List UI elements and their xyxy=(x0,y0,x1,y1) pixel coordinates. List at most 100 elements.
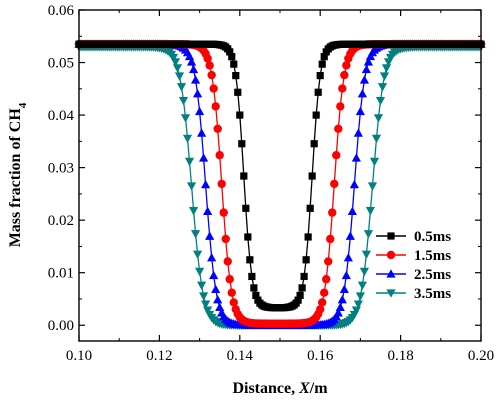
y-axis-title-sub: 4 xyxy=(17,102,29,108)
marker-triangle-up xyxy=(357,89,368,98)
marker-circle xyxy=(217,179,226,189)
marker-triangle-down xyxy=(377,83,388,92)
marker-circle xyxy=(219,208,228,217)
marker-triangle-up xyxy=(192,89,203,98)
x-axis-title-italic: X xyxy=(298,380,310,397)
ticks-layer: 0.10 0.12 0.14 0.16 0.18 0.20 0.00 0.01 0.02 0.03… xyxy=(48,3,494,364)
marker-triangle-up xyxy=(353,128,363,137)
marker-triangle-down xyxy=(199,292,209,301)
marker-triangle-up xyxy=(209,270,219,280)
marker-square xyxy=(248,272,256,281)
marker-triangle-up xyxy=(197,128,207,137)
marker-circle xyxy=(328,208,337,217)
y-tick-label: 0.06 xyxy=(48,3,75,19)
marker-triangle-up xyxy=(188,64,199,74)
marker-circle xyxy=(326,234,335,244)
marker-triangle-down xyxy=(172,64,183,73)
y-tick-label: 0.00 xyxy=(48,318,74,334)
y-tick-label: 0.05 xyxy=(48,56,74,72)
marker-triangle-up xyxy=(211,284,221,293)
marker-circle xyxy=(211,102,220,111)
marker-triangle-down xyxy=(375,97,386,106)
marker-circle xyxy=(386,250,396,260)
marker-square xyxy=(320,53,328,61)
legend-item: 0.5ms xyxy=(376,229,451,245)
marker-triangle-down xyxy=(357,281,368,291)
x-tick-label: 0.14 xyxy=(227,348,254,364)
marker-triangle-down xyxy=(180,114,191,123)
marker-square xyxy=(302,256,310,264)
marker-triangle-down xyxy=(381,64,392,73)
marker-circle xyxy=(229,298,238,307)
marker-triangle-down xyxy=(359,267,370,277)
marker-circle xyxy=(330,179,339,189)
y-tick-label: 0.01 xyxy=(48,266,74,282)
marker-square xyxy=(228,53,236,61)
marker-triangle-up xyxy=(199,153,209,162)
series-1.5ms xyxy=(74,39,486,328)
marker-triangle-down xyxy=(203,306,213,315)
marker-circle xyxy=(223,257,232,266)
marker-square xyxy=(246,256,254,264)
y-tick-label: 0.04 xyxy=(48,108,75,124)
marker-circle xyxy=(322,275,331,284)
marker-square xyxy=(252,291,260,299)
marker-square xyxy=(387,232,395,240)
y-tick-label: 0.02 xyxy=(48,213,74,229)
marker-square xyxy=(300,272,308,281)
marker-triangle-down xyxy=(363,230,374,239)
marker-triangle-up xyxy=(195,106,205,116)
x-axis-title-main: Distance, xyxy=(232,380,299,397)
y-axis-title: Mass fraction of CH4 xyxy=(7,102,29,247)
marker-triangle-up xyxy=(201,179,211,189)
marker-square xyxy=(308,172,316,180)
marker-triangle-up xyxy=(351,153,361,162)
x-tick-label: 0.16 xyxy=(307,348,334,364)
marker-triangle-up xyxy=(339,284,349,293)
marker-square xyxy=(316,71,324,80)
legend-label: 2.5ms xyxy=(414,267,451,283)
series-line xyxy=(79,46,481,326)
marker-circle xyxy=(318,298,327,307)
legend: 0.5ms 1.5ms 2.5ms 3.5ms xyxy=(376,229,451,302)
marker-circle xyxy=(207,70,216,80)
marker-triangle-down xyxy=(176,83,187,92)
y-tick-label: 0.03 xyxy=(48,161,74,177)
legend-item: 2.5ms xyxy=(376,267,451,283)
marker-circle xyxy=(332,151,341,160)
marker-triangle-down xyxy=(184,157,195,167)
marker-square xyxy=(310,140,318,148)
marker-circle xyxy=(203,54,212,63)
legend-label: 0.5ms xyxy=(414,229,451,245)
marker-circle xyxy=(320,288,329,297)
marker-triangle-down xyxy=(361,250,372,259)
marker-triangle-down xyxy=(186,182,197,191)
x-tick-label: 0.10 xyxy=(66,348,92,364)
marker-triangle-down xyxy=(182,134,193,144)
marker-triangle-down xyxy=(379,72,390,81)
marker-circle xyxy=(209,84,218,93)
marker-circle xyxy=(205,61,214,70)
marker-triangle-up xyxy=(343,253,353,262)
marker-triangle-down xyxy=(365,207,376,216)
marker-circle xyxy=(324,257,333,266)
marker-square xyxy=(312,111,320,119)
marker-square xyxy=(226,48,234,56)
marker-square xyxy=(244,233,252,241)
legend-item: 1.5ms xyxy=(376,248,451,264)
marker-square xyxy=(232,71,240,80)
marker-triangle-down xyxy=(170,58,181,67)
marker-circle xyxy=(342,61,351,70)
marker-triangle-down xyxy=(195,267,205,277)
marker-triangle-down xyxy=(174,72,185,81)
marker-circle xyxy=(336,102,345,111)
marker-circle xyxy=(215,151,224,160)
marker-triangle-up xyxy=(359,75,370,84)
marker-triangle-up xyxy=(386,269,396,278)
marker-triangle-down xyxy=(178,97,189,106)
marker-square xyxy=(298,284,306,292)
marker-triangle-up xyxy=(363,57,374,66)
marker-circle xyxy=(338,84,347,93)
legend-label: 1.5ms xyxy=(414,248,451,264)
